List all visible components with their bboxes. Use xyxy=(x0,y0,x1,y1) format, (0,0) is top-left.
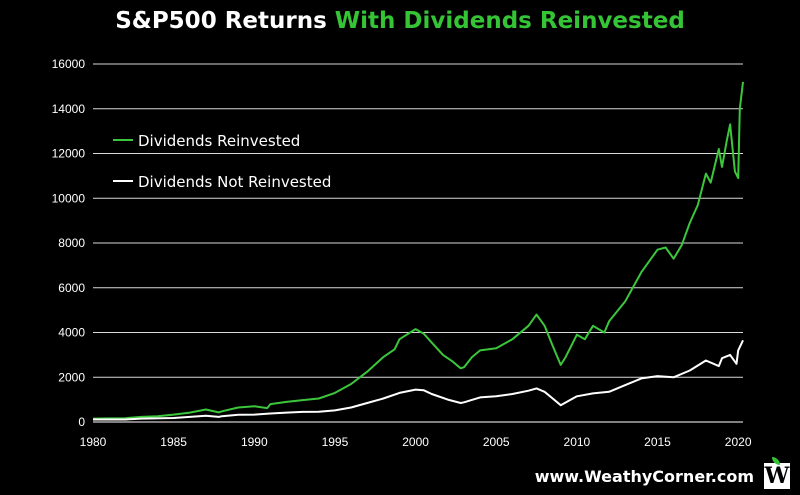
series-line-reinvested xyxy=(92,81,744,420)
legend: Dividends Reinvested Dividends Not Reinv… xyxy=(113,132,331,191)
series-lines xyxy=(92,81,744,421)
y-tick-label-10000: 10000 xyxy=(52,191,86,205)
leaf-icon xyxy=(772,457,780,465)
x-tick-label-1990: 1990 xyxy=(241,435,268,449)
logo-letter: W xyxy=(764,463,790,489)
title-main: S&P500 Returns xyxy=(115,8,335,34)
footer: www.WeathyCorner.com W xyxy=(534,457,790,489)
y-tick-label-12000: 12000 xyxy=(52,147,86,161)
site-url[interactable]: www.WeathyCorner.com xyxy=(534,466,754,486)
legend-label-not-reinvested: Dividends Not Reinvested xyxy=(138,173,331,191)
y-tick-label-4000: 4000 xyxy=(58,326,85,340)
x-tick-label-1995: 1995 xyxy=(322,435,349,449)
x-axis-ticks: 1980 1985 1990 1995 2000 2005 2010 2015 2020 xyxy=(80,435,752,449)
y-tick-label-8000: 8000 xyxy=(58,236,85,250)
x-tick-label-2005: 2005 xyxy=(483,435,510,449)
x-tick-label-2010: 2010 xyxy=(564,435,591,449)
y-tick-label-14000: 14000 xyxy=(52,102,86,116)
y-tick-label-16000: 16000 xyxy=(52,57,86,71)
x-tick-label-1980: 1980 xyxy=(80,435,107,449)
x-tick-label-2000: 2000 xyxy=(402,435,429,449)
title-accent: With Dividends Reinvested xyxy=(334,8,685,34)
legend-label-reinvested: Dividends Reinvested xyxy=(138,132,300,150)
chart-title: S&P500 Returns With Dividends Reinvested xyxy=(0,8,800,34)
x-tick-label-2020: 2020 xyxy=(725,435,752,449)
gridlines xyxy=(93,63,743,423)
y-tick-label-6000: 6000 xyxy=(58,281,85,295)
x-tick-label-1985: 1985 xyxy=(160,435,187,449)
x-tick-label-2015: 2015 xyxy=(644,435,671,449)
series-line-not-reinvested xyxy=(93,339,744,421)
y-tick-label-2000: 2000 xyxy=(58,370,85,384)
brand-logo-icon: W xyxy=(764,457,790,489)
y-tick-label-0: 0 xyxy=(78,415,85,429)
y-axis-ticks: 0 2000 4000 6000 8000 10000 12000 14000 16000 xyxy=(52,57,86,429)
